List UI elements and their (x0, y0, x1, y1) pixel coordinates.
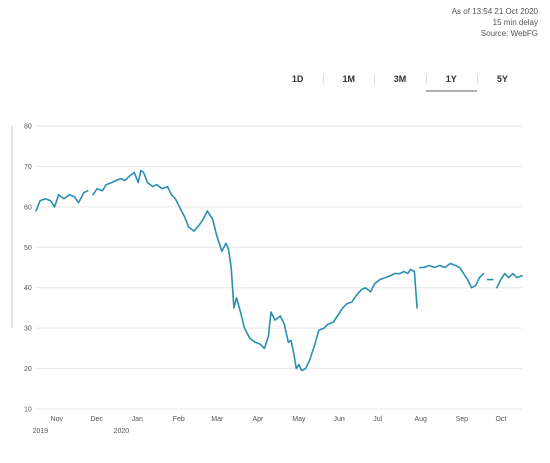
delay-note: 15 min delay (492, 18, 538, 27)
x-tick-label: Aug (414, 416, 427, 423)
x-tick-label: May (292, 416, 306, 423)
x-tick-label: Oct (495, 416, 506, 423)
x-tick-label: Jun (333, 416, 344, 423)
x-tick-year-label: 2020 (114, 428, 130, 435)
tab-5y[interactable]: 5Y (476, 70, 528, 92)
x-tick-label: Feb (173, 416, 185, 423)
y-tick-label: 20 (24, 366, 32, 373)
x-tick-label: Jan (132, 416, 143, 423)
x-tick-year-label: 2019 (33, 428, 49, 435)
y-tick-label: 70 (24, 164, 32, 171)
series-line-segment (495, 272, 523, 289)
x-tick-label: Sep (456, 416, 469, 423)
as-of-timestamp: As of 13:54 21 Oct 2020 (451, 7, 538, 16)
series-line-segment (35, 189, 89, 212)
y-tick-label: 10 (24, 407, 32, 414)
source-note: Source: WebFG (480, 29, 538, 38)
quote-meta: As of 13:54 21 Oct 2020 15 min delay Sou… (452, 6, 538, 39)
y-tick-label: 50 (24, 245, 32, 252)
y-tick-label: 40 (24, 285, 32, 292)
tab-1m[interactable]: 1M (323, 70, 374, 92)
x-tick-label: Dec (90, 416, 103, 423)
time-range-tabs: 1D 1M 3M 1Y 5Y (272, 70, 528, 92)
y-tick-label: 30 (24, 326, 32, 333)
tab-1y[interactable]: 1Y (425, 70, 477, 92)
x-tick-label: Jul (373, 416, 382, 423)
tab-1d[interactable]: 1D (291, 74, 304, 84)
series-line-segment (418, 262, 485, 289)
y-tick-label: 80 (24, 124, 32, 131)
x-tick-label: Mar (211, 416, 224, 423)
series-line-segment (92, 169, 418, 372)
x-tick-label: Nov (51, 416, 64, 423)
y-tick-label: 60 (24, 204, 32, 211)
tab-3m[interactable]: 3M (374, 70, 425, 92)
x-tick-label: Apr (252, 416, 264, 423)
